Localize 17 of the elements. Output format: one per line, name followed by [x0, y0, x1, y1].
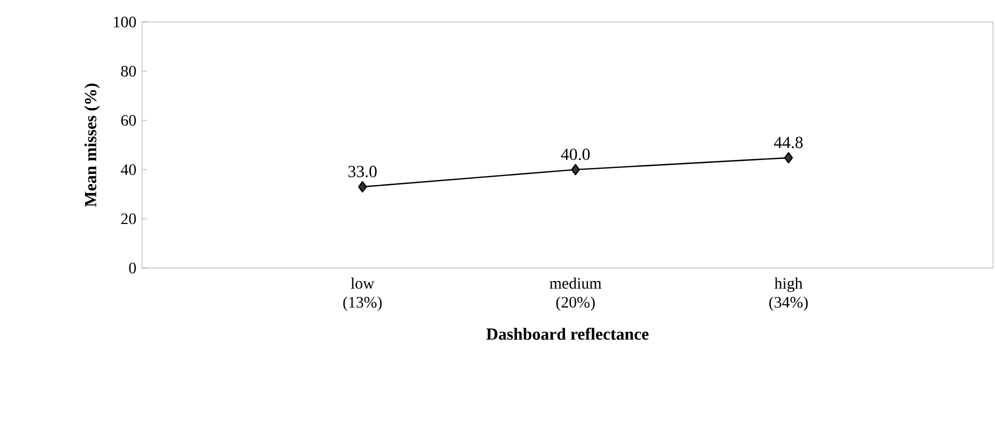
data-label: 33.0	[348, 166, 377, 178]
y-tick-label: 20	[121, 213, 136, 224]
y-tick-label: 60	[121, 115, 136, 126]
point	[571, 164, 580, 176]
data-label: 40.0	[561, 148, 590, 160]
x-tick-label: high (34%)	[769, 278, 808, 311]
y-tick-label: 40	[120, 164, 136, 175]
y-tick-label: 0	[129, 262, 136, 274]
y-axis-title: Mean misses (%)	[84, 84, 100, 207]
data-label: 44.8	[774, 136, 803, 148]
x-tick-label: medium (20%)	[550, 278, 602, 311]
point	[784, 152, 793, 164]
y-tick-label: 80	[121, 66, 136, 77]
x-axis-title: Dashboard reflectance	[486, 328, 649, 340]
y-tick-label: 100	[114, 16, 136, 28]
x-tick-label: low (13%)	[343, 278, 382, 311]
point	[358, 181, 367, 192]
